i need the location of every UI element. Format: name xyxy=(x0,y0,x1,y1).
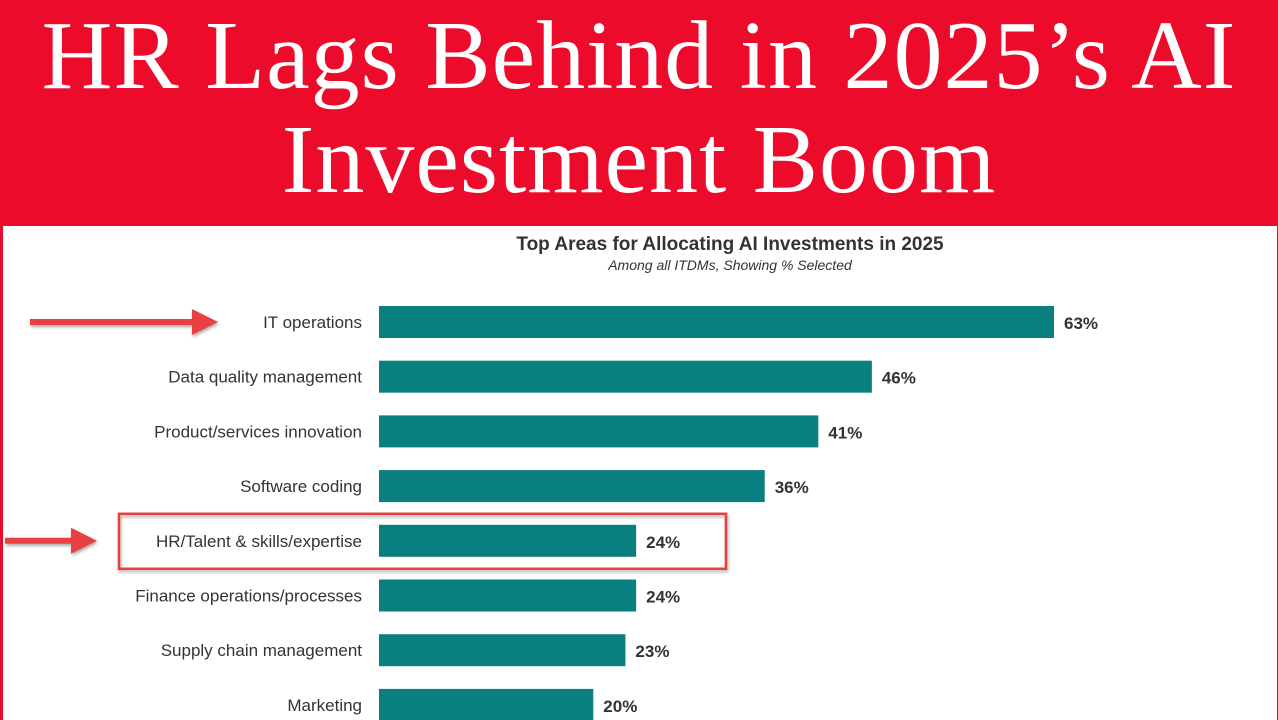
bar xyxy=(379,634,626,667)
arrow-icon xyxy=(30,309,218,335)
value-label: 36% xyxy=(775,478,809,497)
category-label: Data quality management xyxy=(168,368,362,387)
category-label: Supply chain management xyxy=(161,641,363,660)
value-label: 41% xyxy=(828,423,862,442)
category-label: Product/services innovation xyxy=(154,422,362,441)
bar xyxy=(379,415,819,448)
bar xyxy=(379,360,872,393)
value-label: 24% xyxy=(646,588,680,607)
value-label: 20% xyxy=(603,697,637,716)
bar xyxy=(379,688,594,720)
bar xyxy=(379,306,1054,338)
value-label: 46% xyxy=(882,369,916,388)
bar xyxy=(379,470,765,503)
value-label: 63% xyxy=(1064,314,1098,333)
value-label: 24% xyxy=(646,533,680,552)
category-label: HR/Talent & skills/expertise xyxy=(156,532,362,551)
chart-subtitle: Among all ITDMs, Showing % Selected xyxy=(608,257,852,273)
category-label: Software coding xyxy=(240,477,362,496)
headline-banner: HR Lags Behind in 2025’s AI Investment B… xyxy=(0,0,1278,226)
arrow-icon xyxy=(5,527,97,554)
bar xyxy=(379,524,637,557)
chart-title: Top Areas for Allocating AI Investments … xyxy=(516,234,944,255)
category-label: IT operations xyxy=(263,313,362,332)
value-label: 23% xyxy=(635,642,669,661)
category-label: Finance operations/processes xyxy=(135,587,362,606)
headline-line-2: Investment Boom xyxy=(281,106,997,214)
bar xyxy=(379,579,637,612)
headline-line-1: HR Lags Behind in 2025’s AI xyxy=(41,2,1237,110)
category-label: Marketing xyxy=(287,696,362,715)
highlight-box xyxy=(117,512,728,571)
